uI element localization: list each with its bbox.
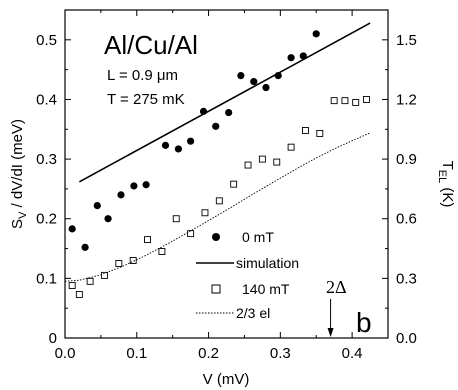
data-point-filled-circle xyxy=(287,54,295,62)
data-point-open-square xyxy=(316,129,324,137)
legend-label: 0 mT xyxy=(242,229,274,245)
data-point-open-square xyxy=(129,257,137,264)
x-tick-label: 0.1 xyxy=(126,345,147,362)
series-3 xyxy=(64,132,371,282)
data-point-open-square xyxy=(363,96,370,103)
y-left-tick-label: 0.4 xyxy=(36,91,57,108)
length-annotation: L = 0.9 μm xyxy=(107,67,178,84)
y-right-tick-label: 1.2 xyxy=(396,91,417,108)
gap-arrow-head xyxy=(327,328,334,337)
y-left-tick-label: 0.2 xyxy=(36,211,57,228)
y-right-tick-label: 0.6 xyxy=(396,211,417,228)
y-right-label-rest: (K) xyxy=(439,183,456,207)
data-point-filled-circle xyxy=(262,83,270,92)
series-0 xyxy=(68,30,320,251)
panel-label: b xyxy=(356,307,372,338)
y-right-axis-label: TEL (K) xyxy=(436,161,456,208)
gap-marker-arrow xyxy=(327,299,334,337)
y-left-label-main: S xyxy=(9,219,26,229)
data-point-open-square xyxy=(86,277,94,285)
x-tick-label: 0.4 xyxy=(342,345,363,362)
data-point-open-square xyxy=(215,197,223,205)
data-point-filled-circle xyxy=(93,202,101,210)
x-tick-label: 0.2 xyxy=(198,345,219,362)
y-right-label-main: T xyxy=(439,161,456,170)
data-point-open-square xyxy=(158,248,166,255)
data-point-filled-circle xyxy=(81,243,89,251)
data-point-open-square xyxy=(172,215,180,223)
x-axis-label: V (mV) xyxy=(203,371,250,388)
chart-title: Al/Cu/Al xyxy=(104,30,198,60)
legend-symbol-open-square xyxy=(211,284,221,294)
gap-marker-label: 2Δ xyxy=(326,277,347,297)
y-left-axis-label: SV / dV/dI (meV) xyxy=(9,119,29,229)
data-point-open-square xyxy=(341,97,349,105)
data-point-filled-circle xyxy=(130,182,138,190)
data-point-open-square xyxy=(244,161,252,169)
data-point-filled-circle xyxy=(225,108,233,117)
legend: 0 mT simulation 140 mT 2/3 el xyxy=(196,229,299,321)
data-point-filled-circle xyxy=(104,215,112,223)
legend-label: 140 mT xyxy=(242,281,290,297)
y-left-tick-label: 0 xyxy=(49,330,57,347)
data-point-open-square xyxy=(187,230,195,238)
legend-label: 2/3 el xyxy=(236,305,270,321)
data-point-filled-circle xyxy=(117,191,125,199)
y-left-tick-label: 0.5 xyxy=(36,32,57,49)
ticks-layer: 0.0 0.1 0.2 0.3 0.4 0 0.1 0.2 0.3 0.4 0.5 0.0 0.3 0.6… xyxy=(36,9,417,362)
data-point-filled-circle xyxy=(250,77,258,86)
data-point-filled-circle xyxy=(174,145,183,153)
data-point-filled-circle xyxy=(187,137,195,145)
series-1 xyxy=(79,22,371,183)
simulation-line xyxy=(79,22,371,183)
data-point-open-square xyxy=(352,98,360,106)
y-left-label-sub: V xyxy=(17,211,29,219)
data-point-open-square xyxy=(302,127,309,134)
data-point-open-square xyxy=(201,209,209,217)
data-point-open-square xyxy=(258,155,266,163)
data-point-open-square xyxy=(75,291,83,298)
y-left-label-rest: / dV/dI (meV) xyxy=(9,119,26,212)
data-point-filled-circle xyxy=(142,181,150,189)
data-point-open-square xyxy=(101,271,108,279)
data-point-open-square xyxy=(273,158,281,166)
data-point-open-square xyxy=(144,236,151,244)
data-point-open-square xyxy=(230,180,238,188)
y-right-tick-label: 1.5 xyxy=(396,32,417,49)
data-point-filled-circle xyxy=(68,225,76,233)
data-point-open-square xyxy=(115,260,123,267)
y-right-tick-label: 0.9 xyxy=(396,151,417,168)
y-left-tick-label: 0.1 xyxy=(36,270,57,287)
data-point-filled-circle xyxy=(237,72,245,80)
y-left-tick-label: 0.3 xyxy=(36,151,57,168)
y-right-tick-label: 0.3 xyxy=(396,270,417,287)
x-tick-label: 0.3 xyxy=(270,345,291,362)
data-point-open-square xyxy=(68,282,76,289)
data-point-open-square xyxy=(330,97,338,105)
data-layer xyxy=(64,22,371,298)
dotted-line xyxy=(64,132,371,282)
data-point-filled-circle xyxy=(212,122,220,130)
x-tick-label: 0.0 xyxy=(55,345,76,362)
data-point-filled-circle xyxy=(161,141,170,149)
legend-symbol-filled-circle xyxy=(212,233,220,241)
data-point-filled-circle xyxy=(312,30,320,38)
plot-frame xyxy=(64,9,389,339)
y-right-tick-label: 0.0 xyxy=(396,330,417,347)
legend-label: simulation xyxy=(236,255,299,271)
temperature-annotation: T = 275 mK xyxy=(107,91,185,108)
series-2 xyxy=(68,96,370,298)
y-right-label-sub: EL xyxy=(436,170,448,183)
data-point-open-square xyxy=(287,143,295,151)
